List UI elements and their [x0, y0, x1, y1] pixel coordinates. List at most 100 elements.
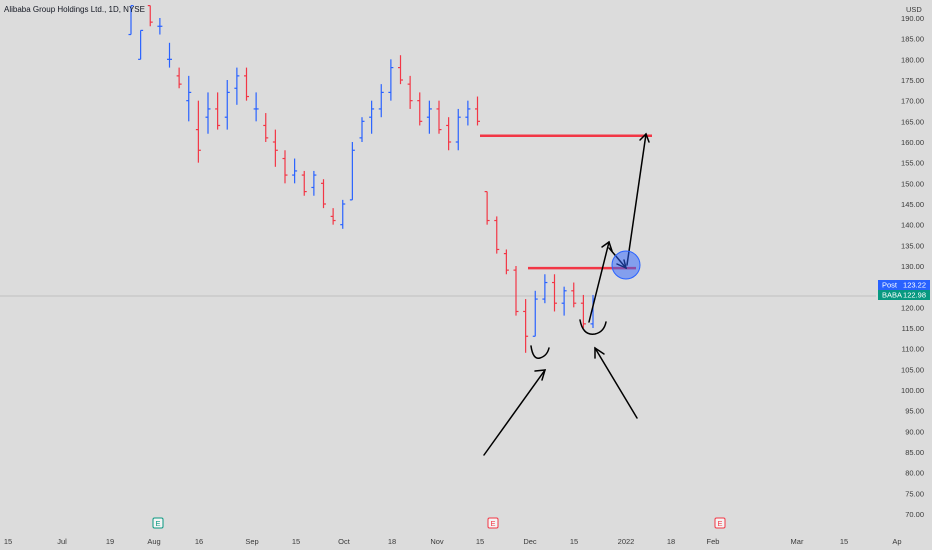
earnings-event: E: [714, 517, 726, 529]
price-axis: 190.00 185.00 180.00 175.00 170.00 165.00 160.…: [901, 14, 924, 519]
arrow-right-bottom: [594, 347, 638, 419]
x-tick-label: Dec: [523, 537, 537, 546]
y-tick-label: 110.00: [902, 345, 924, 354]
ohlc-bar: [224, 80, 230, 130]
earnings-event-label: E: [155, 519, 160, 528]
ohlc-bar: [147, 4, 153, 27]
ohlc-bar: [513, 266, 519, 316]
ohlc-bar: [465, 100, 471, 126]
ohlc-bar: [378, 84, 384, 118]
x-tick-label: 15: [570, 537, 578, 546]
ohlc-bar: [176, 67, 182, 89]
ohlc-bar: [167, 42, 172, 68]
ohlc-bar: [446, 117, 452, 151]
x-tick-label: Oct: [338, 537, 351, 546]
earnings-event-label: E: [717, 519, 722, 528]
y-tick-label: 90.00: [905, 427, 924, 436]
ohlc-bar: [571, 282, 577, 308]
ohlc-bar: [484, 191, 490, 225]
y-tick-label: 70.00: [905, 510, 924, 519]
ohlc-bar: [532, 290, 538, 337]
price-badge-label: BABA: [882, 291, 902, 300]
earnings-event-box: [152, 517, 164, 529]
price-badge: Post 123.22: [878, 280, 930, 290]
x-tick-label: 15: [292, 537, 300, 546]
currency-label: USD: [906, 5, 922, 14]
left-bottom-curve: [530, 345, 550, 359]
resistance-levels: [480, 134, 652, 270]
ohlc-bar: [436, 100, 442, 134]
ohlc-bar: [330, 208, 336, 225]
arrow-right-bottom-head: [594, 346, 605, 359]
x-tick-label: 15: [476, 537, 484, 546]
price-badge-value: 122.98: [903, 291, 926, 300]
ohlc-bar: [215, 92, 221, 130]
x-tick-label: Ap: [892, 537, 901, 546]
x-tick-label: 18: [388, 537, 396, 546]
ohlc-bar: [388, 59, 394, 101]
x-tick-label: 18: [667, 537, 675, 546]
ohlc-bar: [523, 299, 529, 353]
y-tick-label: 130.00: [901, 262, 924, 271]
y-tick-label: 170.00: [901, 97, 924, 106]
x-tick-label: Nov: [430, 537, 444, 546]
annotation-drawings: [483, 132, 650, 456]
y-tick-label: 100.00: [901, 386, 924, 395]
y-tick-label: 180.00: [901, 55, 924, 64]
ohlc-bar: [292, 158, 298, 184]
ohlc-bar: [205, 92, 211, 134]
ohlc-bar: [503, 249, 509, 275]
ohlc-bar: [369, 100, 375, 134]
ohlc-bar: [138, 29, 144, 60]
y-tick-label: 115.00: [902, 324, 924, 333]
ohlc-bar: [542, 274, 548, 304]
right-bottom-curve: [579, 319, 607, 335]
x-tick-label: Sep: [245, 537, 258, 546]
arrow-target-head: [639, 132, 650, 143]
y-tick-label: 135.00: [901, 241, 924, 250]
ohlc-bar: [301, 170, 307, 196]
y-tick-label: 95.00: [905, 407, 924, 416]
ohlc-bar: [263, 113, 269, 142]
arrow-left-bottom: [483, 369, 546, 456]
y-tick-label: 120.00: [901, 303, 924, 312]
y-tick-label: 145.00: [901, 200, 924, 209]
ohlc-bar: [234, 67, 240, 105]
price-badge-label: Post: [882, 281, 898, 290]
ohlc-bar: [272, 129, 278, 167]
x-tick-label: 15: [840, 537, 848, 546]
arrow-breakout-head: [601, 240, 613, 252]
price-badge-value: 123.22: [903, 281, 926, 290]
x-tick-label: 15: [4, 537, 12, 546]
ohlc-bar: [359, 117, 365, 142]
y-tick-label: 160.00: [901, 138, 924, 147]
y-tick-label: 185.00: [901, 35, 924, 44]
ohlc-bar: [195, 100, 201, 163]
ohlc-bar: [186, 75, 192, 122]
ohlc-bar: [253, 92, 259, 122]
ohlc-bar: [398, 55, 403, 85]
y-tick-label: 80.00: [905, 469, 924, 478]
price-badge: BABA 122.98: [878, 290, 930, 300]
earnings-event-box: [714, 517, 726, 529]
price-badge-bg: [878, 280, 930, 290]
x-tick-label: Aug: [147, 537, 160, 546]
ohlc-bar: [282, 150, 288, 184]
y-tick-label: 165.00: [901, 117, 924, 126]
ohlc-bar: [311, 170, 317, 196]
x-tick-label: Feb: [707, 537, 720, 546]
ohlc-bar: [561, 286, 567, 316]
earnings-event-label: E: [490, 519, 495, 528]
ohlc-bar: [244, 67, 249, 101]
ohlc-bar: [580, 294, 586, 328]
arrow-target: [626, 133, 647, 266]
y-tick-label: 85.00: [905, 448, 924, 457]
ohlc-bar: [340, 199, 346, 229]
earnings-event-box: [487, 517, 499, 529]
x-tick-label: 16: [195, 537, 203, 546]
retest-marker: [611, 250, 641, 280]
ohlc-bar: [128, 4, 134, 36]
